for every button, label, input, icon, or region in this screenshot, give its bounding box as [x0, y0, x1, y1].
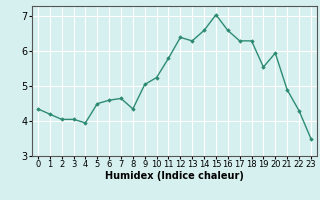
X-axis label: Humidex (Indice chaleur): Humidex (Indice chaleur) — [105, 171, 244, 181]
